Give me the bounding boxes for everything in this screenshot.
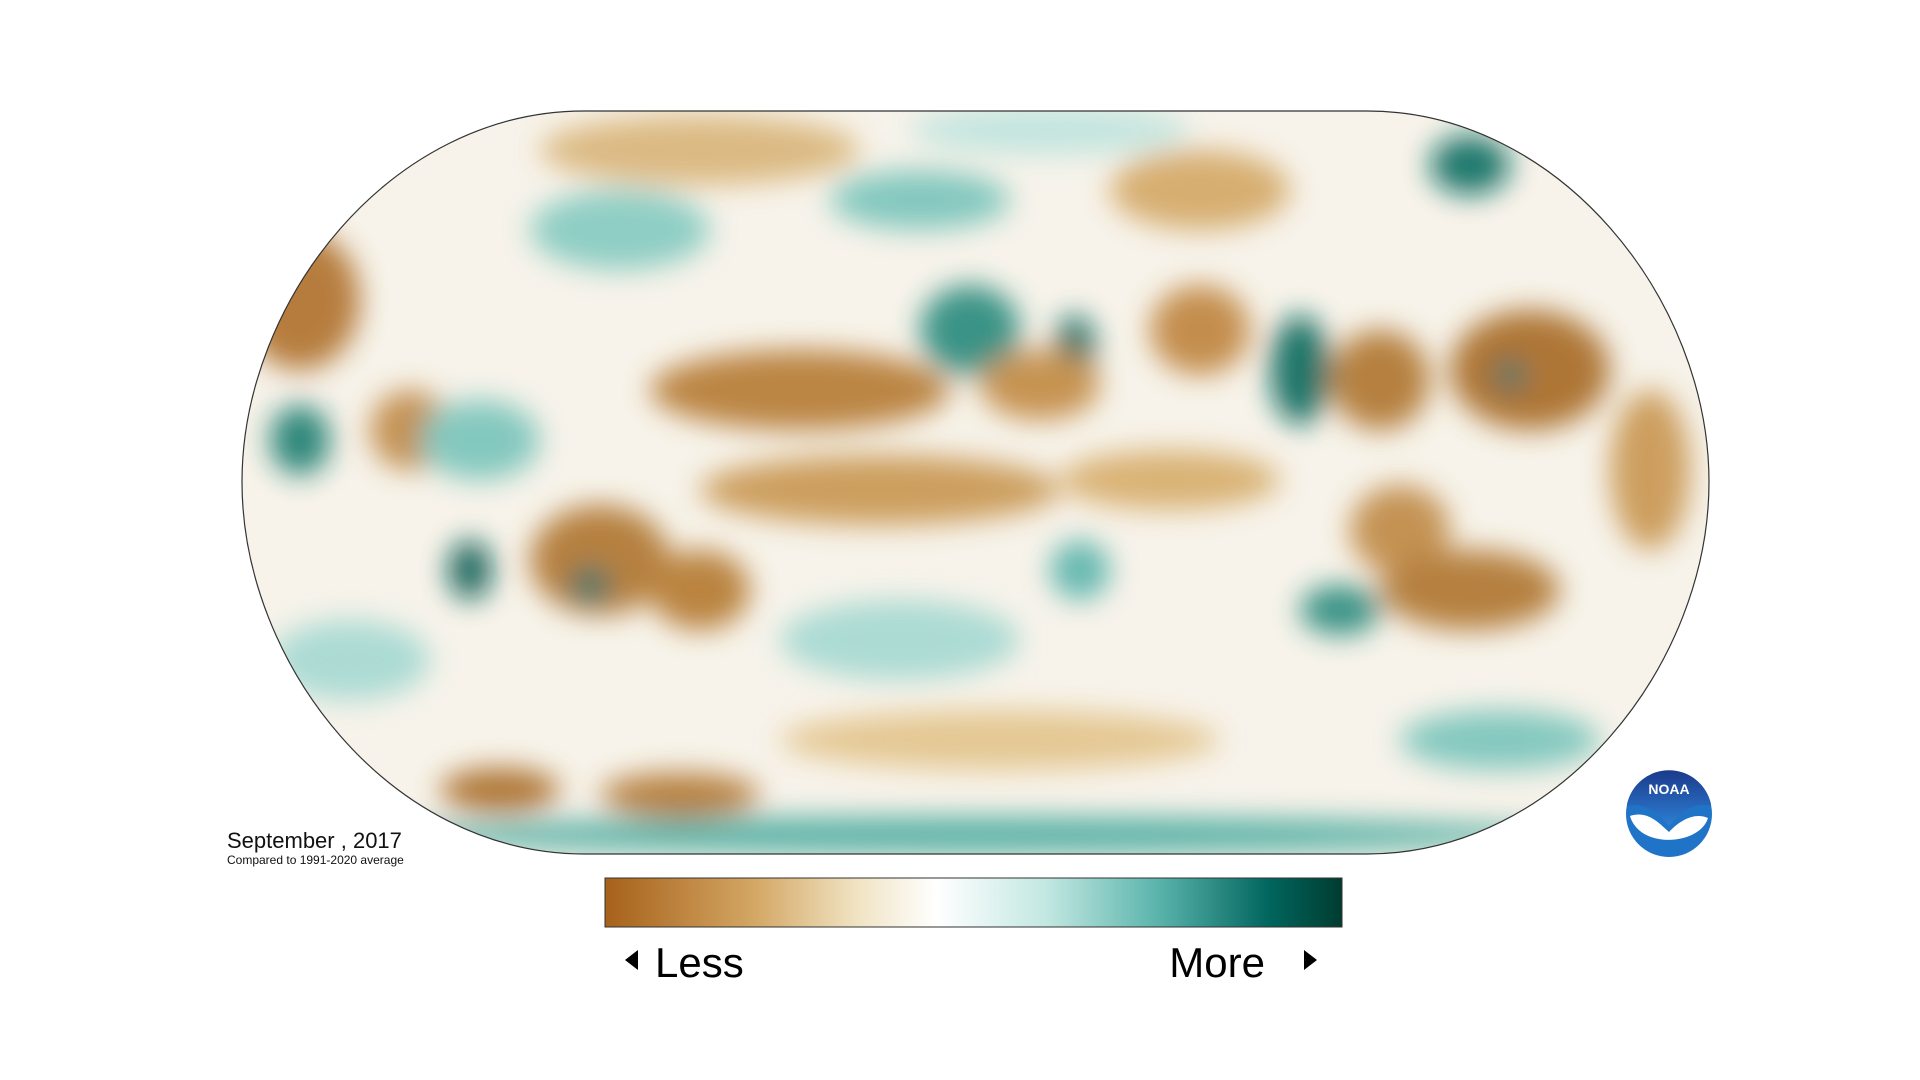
map-outline bbox=[241, 110, 1710, 855]
noaa-logo: NOAA bbox=[1626, 770, 1712, 857]
legend-low-label: Less bbox=[655, 939, 744, 986]
anomaly-field bbox=[242, 111, 1709, 854]
legend-high-label: More bbox=[1169, 939, 1265, 986]
map-title: September , 2017 bbox=[227, 828, 402, 853]
logo-text: NOAA bbox=[1648, 781, 1689, 797]
map-subtitle: Compared to 1991-2020 average bbox=[227, 853, 404, 867]
less-arrow bbox=[625, 950, 638, 970]
color-bar bbox=[604, 877, 1343, 928]
more-arrow bbox=[1304, 950, 1317, 970]
